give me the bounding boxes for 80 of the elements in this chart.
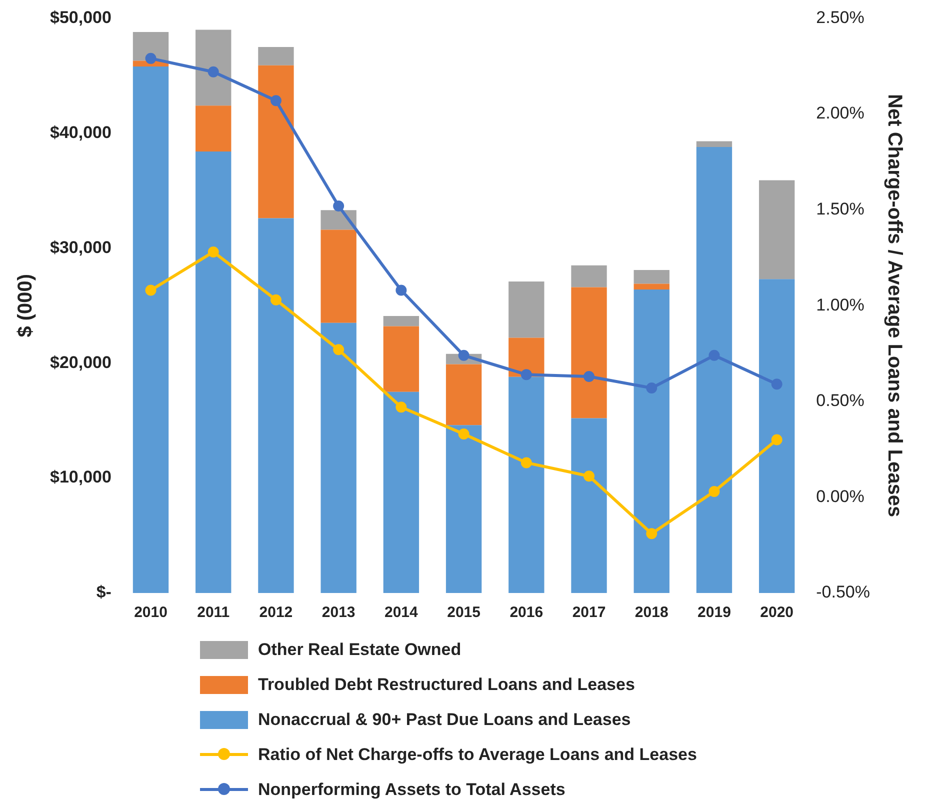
y-tick-label: $- — [96, 582, 112, 602]
point — [458, 350, 470, 361]
point — [646, 528, 658, 540]
point — [208, 246, 219, 258]
y2-tick-label: 2.50% — [816, 8, 864, 27]
point — [520, 457, 532, 468]
x-tick-label: 2017 — [572, 604, 606, 622]
bar — [571, 265, 607, 288]
point — [145, 52, 156, 64]
y2-tick-label: 0.50% — [816, 391, 864, 410]
bar — [446, 364, 482, 426]
y-tick-label: $20,000 — [50, 352, 112, 372]
point — [771, 434, 782, 446]
bar — [132, 32, 169, 61]
point — [145, 284, 156, 296]
point — [208, 66, 219, 78]
bar — [508, 376, 544, 593]
x-tick-label: 2014 — [384, 604, 419, 622]
bar — [196, 30, 232, 106]
x-tick-label: 2019 — [698, 604, 731, 622]
bar — [571, 287, 607, 418]
x-tick-label: 2015 — [447, 604, 480, 622]
y-tick-label: $10,000 — [50, 468, 112, 487]
x-tick-label: 2020 — [760, 604, 794, 622]
bar — [132, 66, 169, 593]
bar — [258, 65, 294, 218]
point — [396, 402, 407, 413]
bar — [758, 180, 795, 280]
bar — [634, 284, 670, 290]
point — [458, 428, 470, 440]
bar — [320, 230, 356, 323]
x-tick-label: 2018 — [634, 604, 668, 622]
point — [333, 200, 344, 212]
y-axis-title: $ (000) — [14, 274, 37, 338]
point — [584, 470, 595, 482]
legend-label: Other Real Estate Owned — [258, 640, 462, 660]
bar — [571, 418, 607, 593]
bar — [758, 279, 795, 593]
point — [708, 350, 720, 361]
bar — [383, 316, 420, 326]
point — [520, 369, 532, 380]
x-tick-label: 2011 — [197, 604, 230, 622]
y-tick-label: $40,000 — [50, 122, 112, 142]
point — [333, 344, 344, 356]
x-tick-label: 2010 — [134, 604, 168, 622]
y-tick-label: $50,000 — [50, 8, 112, 27]
bar — [508, 281, 544, 338]
legend-label: Troubled Debt Restructured Loans and Leases — [258, 674, 635, 694]
y2-tick-label: 1.00% — [816, 295, 864, 314]
legend-label: Nonaccrual & 90+ Past Due Loans and Leases — [258, 710, 631, 730]
x-tick-label: 2013 — [322, 604, 356, 622]
y2-axis-title: Net Charge-offs / Average Loans and Leases — [883, 94, 906, 518]
y2-tick-label: 1.50% — [816, 199, 864, 218]
point — [270, 95, 282, 106]
bar — [258, 46, 294, 66]
bar — [258, 218, 294, 593]
x-tick-label: 2016 — [510, 604, 544, 622]
y2-tick-label: 0.00% — [816, 486, 864, 506]
bar — [446, 425, 482, 593]
point — [708, 486, 720, 497]
legend-label: Ratio of Net Charge-offs to Average Loans and Leases — [258, 744, 697, 764]
y-tick-label: $30,000 — [50, 238, 112, 257]
y2-tick-label: -0.50% — [816, 582, 870, 602]
y2-tick-label: 2.00% — [816, 104, 864, 123]
x-tick-label: 2012 — [259, 604, 293, 622]
point — [584, 370, 595, 382]
bar — [383, 392, 420, 593]
bar — [196, 152, 232, 593]
bar — [634, 290, 670, 593]
point — [270, 294, 282, 306]
legend-label: Nonperforming Assets to Total Assets — [258, 780, 566, 800]
bar — [383, 326, 420, 392]
point — [771, 378, 782, 390]
point — [396, 284, 407, 296]
point — [646, 382, 658, 394]
bar — [696, 146, 732, 593]
bar — [320, 322, 356, 593]
bar — [696, 141, 732, 147]
bar — [634, 270, 670, 284]
bar — [196, 106, 232, 152]
